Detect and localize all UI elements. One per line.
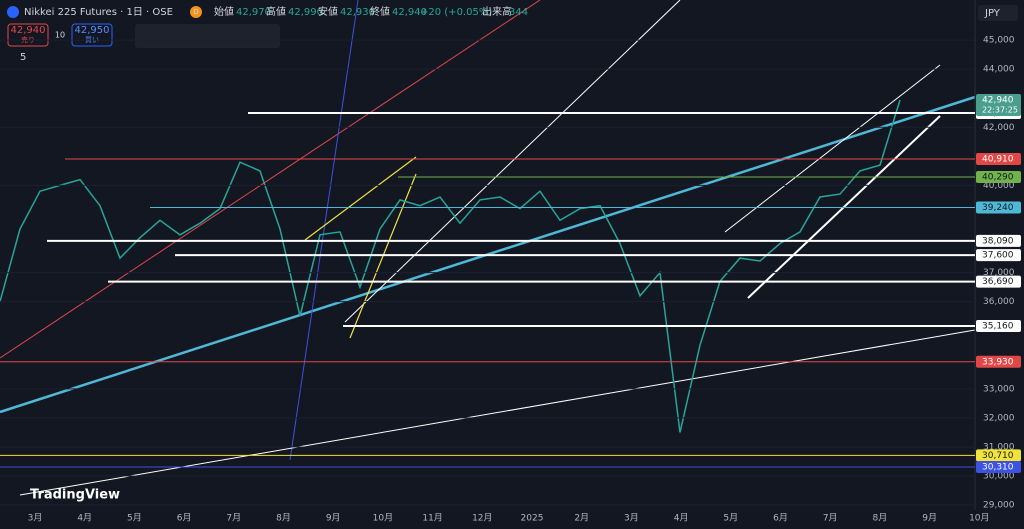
level-label-bg — [976, 275, 1021, 288]
price-tick-label: 33,000 — [983, 384, 1015, 394]
month-label: 4月 — [77, 513, 92, 524]
volume-label: 出来高 — [482, 5, 512, 18]
price-tick-label: 29,000 — [983, 501, 1015, 511]
ohlc-value: 42,970 — [236, 7, 271, 18]
month-label: 10月 — [373, 513, 393, 524]
price-tick-label: 45,000 — [983, 36, 1015, 46]
month-label: 6月 — [773, 513, 788, 524]
currency-box[interactable] — [978, 5, 1018, 21]
price-tick-label: 32,000 — [983, 413, 1015, 423]
price-tick-label: 44,000 — [983, 65, 1015, 75]
month-label: 3月 — [624, 513, 639, 524]
change: +20 (+0.05%) — [420, 7, 492, 18]
month-label: 5月 — [723, 513, 738, 524]
price-line — [0, 99, 901, 433]
plot — [0, 99, 901, 433]
level-label: 33,930 — [982, 357, 1014, 367]
price-tick-label: 31,000 — [983, 442, 1015, 452]
month-label: 11月 — [422, 513, 442, 524]
trend-lines — [0, 0, 976, 496]
month-label: 2025 — [521, 514, 544, 524]
level-label-bg — [976, 152, 1021, 165]
ohlc-label: 安値 — [318, 5, 338, 18]
price-tick-label: 42,000 — [983, 123, 1015, 133]
indicator-count[interactable]: 5 — [20, 52, 26, 63]
level-label: 39,240 — [982, 203, 1014, 213]
level-label: 40,290 — [982, 172, 1014, 182]
level-label: 38,090 — [982, 236, 1014, 246]
month-label: 7月 — [226, 513, 241, 524]
month-label: 9月 — [922, 513, 937, 524]
level-label-bg — [976, 201, 1021, 214]
last-price-label: 42,940 — [982, 95, 1014, 105]
month-label: 12月 — [472, 513, 492, 524]
month-label: 9月 — [326, 513, 341, 524]
level-label: 30,310 — [982, 462, 1014, 472]
buy-button[interactable] — [71, 23, 113, 47]
level-label: 35,160 — [982, 322, 1014, 332]
level-label: 40,910 — [982, 154, 1014, 164]
price-tick-label: 30,000 — [983, 472, 1015, 482]
level-label-bg — [976, 170, 1021, 183]
level-label: 30,710 — [982, 451, 1014, 461]
interval-badge — [190, 6, 202, 18]
symbol-icon — [7, 6, 19, 18]
month-label: 8月 — [276, 513, 291, 524]
month-label: 5月 — [127, 513, 142, 524]
ohlc-value: 42,930 — [340, 7, 375, 18]
ohlc-label: 終値 — [370, 5, 390, 18]
level-label: 36,690 — [982, 277, 1014, 287]
price-tick-label: 36,000 — [983, 297, 1015, 307]
brand: TradingView — [30, 488, 120, 503]
month-label: 3月 — [28, 513, 43, 524]
volume: 344 — [509, 7, 528, 18]
ohlc-label: 始値 — [214, 5, 234, 18]
ohlc-label: 高値 — [266, 5, 286, 18]
sell-price[interactable]: 42,940 — [11, 25, 46, 36]
level-label-bg — [976, 449, 1021, 462]
month-label: 7月 — [823, 513, 838, 524]
symbol: Nikkei 225 Futures · 1日 · OSE — [24, 7, 173, 18]
month-label: 10月 — [969, 513, 989, 524]
spread: 10 — [55, 31, 65, 40]
level-label-bg — [976, 320, 1021, 333]
ohlc-value: 42,940 — [392, 7, 427, 18]
buy-price[interactable]: 42,950 — [75, 25, 110, 36]
level-label-bg — [976, 460, 1021, 473]
level-label: 37,600 — [982, 251, 1014, 261]
price-tick-label: 40,000 — [983, 181, 1015, 191]
month-label: 6月 — [177, 513, 192, 524]
price-axis — [975, 0, 1024, 529]
level-label-bg — [976, 234, 1021, 247]
month-label: 2月 — [574, 513, 589, 524]
ohlc-value: 42,990 — [288, 7, 323, 18]
month-label: 8月 — [873, 513, 888, 524]
level-label-bg — [976, 355, 1021, 368]
interval-badge-text: D — [193, 8, 198, 16]
header: Nikkei 225 Futures · 1日 · OSE D 始値 42,970… — [7, 5, 1018, 63]
currency[interactable]: JPY — [984, 8, 1001, 19]
sell-button[interactable] — [7, 23, 49, 47]
time-axis: 3月 4月 5月 6月 7月 8月 9月 10月 11月 12月 2025 2月 3月 4月 5月 6月 7月 8… — [28, 513, 990, 524]
level-label-bg — [976, 249, 1021, 262]
drawing-toolbar[interactable] — [135, 24, 280, 48]
sell-label[interactable]: 売り — [21, 35, 35, 44]
last-price-bg — [976, 93, 1021, 116]
price-tick-label: 37,000 — [983, 268, 1015, 278]
month-label: 4月 — [674, 513, 689, 524]
countdown: 22:37:25 — [982, 105, 1018, 114]
